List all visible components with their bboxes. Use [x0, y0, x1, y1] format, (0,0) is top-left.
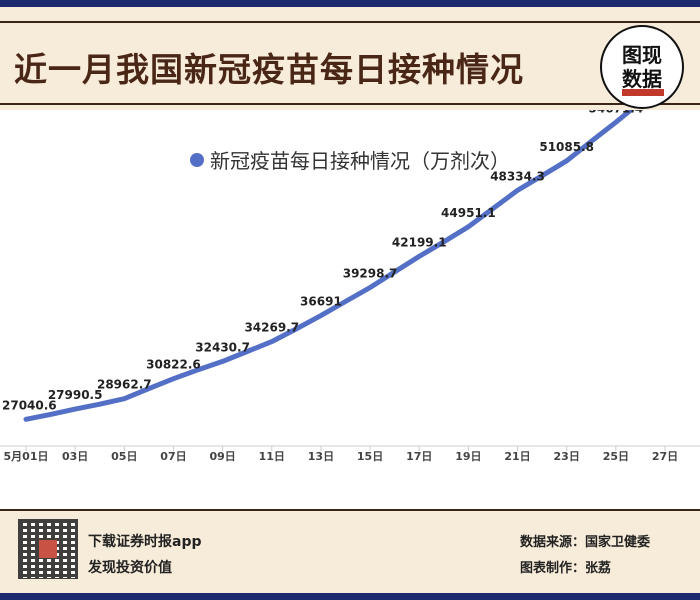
x-tick-label: 13日	[308, 450, 334, 463]
logo: 图现 数据	[600, 25, 684, 109]
footer-source: 数据来源：国家卫健委	[520, 535, 651, 550]
logo-red-bar	[622, 89, 664, 96]
x-tick-label: 09日	[209, 450, 235, 463]
data-label: 27040.6	[2, 398, 57, 412]
x-tick-label: 03日	[62, 450, 88, 463]
x-tick-label: 07日	[160, 450, 186, 463]
data-label: 27990.5	[48, 388, 103, 402]
logo-text-top: 图现	[622, 43, 662, 67]
series-line	[23, 110, 635, 422]
data-label: 34269.7	[244, 321, 299, 335]
x-tick-label: 05日	[111, 450, 137, 463]
header-rule-bottom	[0, 103, 700, 105]
data-label: 42199.1	[392, 235, 447, 249]
data-label: 39298.7	[343, 267, 398, 281]
logo-text-bottom: 数据	[622, 67, 662, 91]
data-label: 51085.8	[539, 140, 594, 154]
header-banner: 近一月我国新冠疫苗每日接种情况 图现 数据	[0, 7, 700, 110]
x-tick-label: 25日	[603, 450, 629, 463]
data-label: 44951.1	[441, 206, 496, 220]
page-title: 近一月我国新冠疫苗每日接种情况	[14, 50, 524, 89]
x-tick-label: 15日	[357, 450, 383, 463]
data-label: 28962.7	[97, 378, 152, 392]
data-label: 32430.7	[195, 340, 250, 354]
chart-legend: 新冠疫苗每日接种情况（万剂次）	[190, 145, 510, 173]
x-tick-label: 19日	[455, 450, 481, 463]
header-rule-top	[0, 21, 700, 23]
footer: 下载证券时报app 发现投资价值 数据来源：国家卫健委 图表制作：张荔	[0, 509, 700, 595]
x-tick-label: 11日	[259, 450, 285, 463]
x-tick-label: 23日	[554, 450, 580, 463]
footer-author: 图表制作：张荔	[520, 561, 612, 576]
data-label: 54671.4	[589, 110, 644, 115]
x-tick-label: 17日	[406, 450, 432, 463]
data-label: 48334.3	[490, 169, 545, 183]
qr-code	[18, 519, 78, 579]
footer-slogan: 发现投资价值	[88, 560, 172, 576]
x-tick-label: 5月01日	[4, 450, 49, 463]
qr-logo	[39, 540, 57, 558]
line-chart: 5月01日 03日 05日 07日 09日 11日 13日 15日 17日 19日 21日 23日 25…	[0, 110, 700, 463]
legend-dot-icon	[190, 152, 204, 167]
legend-label: 新冠疫苗每日接种情况（万剂次）	[210, 149, 510, 173]
footer-app-text: 下载证券时报app	[88, 534, 202, 550]
x-tick-label: 27日	[652, 450, 678, 463]
x-tick-label: 21日	[504, 450, 530, 463]
data-label: 36691	[300, 295, 342, 309]
data-label: 30822.6	[146, 358, 201, 372]
bottom-frame-bar	[0, 593, 700, 600]
top-frame-bar	[0, 0, 700, 7]
